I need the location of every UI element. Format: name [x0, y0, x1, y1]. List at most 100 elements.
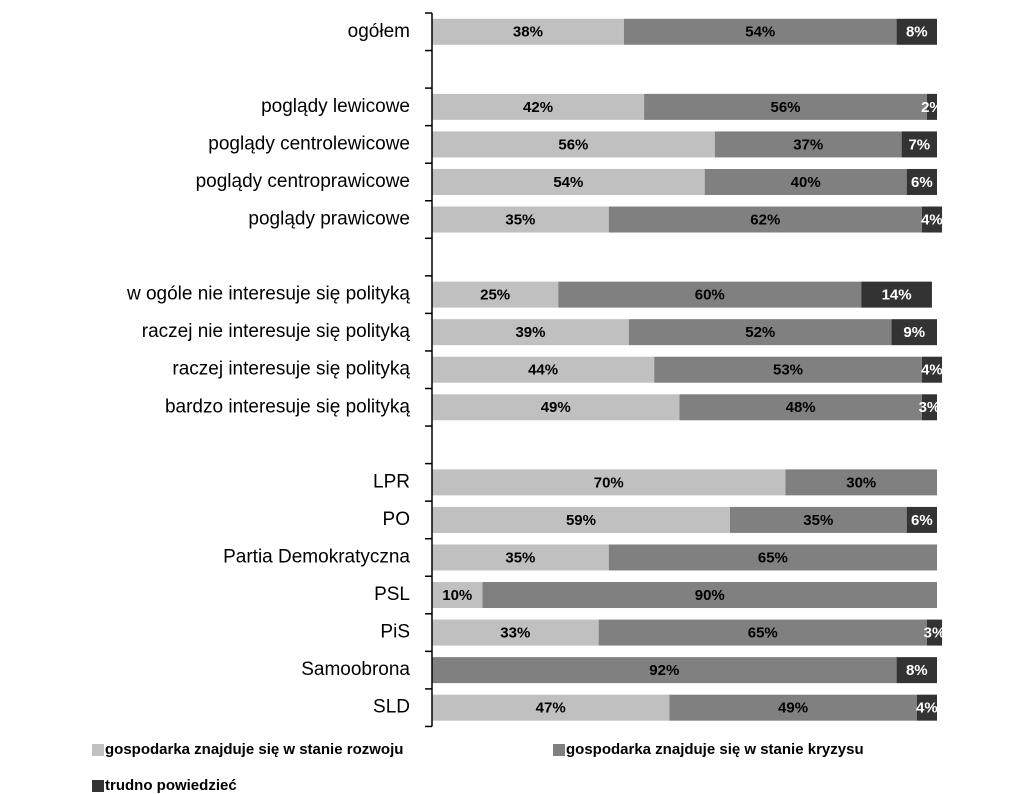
- bar-segment: [901, 131, 937, 158]
- data-label: 37%: [793, 136, 823, 153]
- data-label: 2%: [921, 99, 943, 116]
- y-tick-label: SLD: [373, 697, 410, 718]
- data-label: 7%: [908, 136, 930, 153]
- data-label: 70%: [594, 474, 624, 491]
- data-label: 39%: [515, 324, 545, 341]
- bar-segment: [906, 168, 937, 195]
- data-label: 92%: [649, 662, 679, 679]
- bar-segment: [432, 281, 559, 308]
- data-label: 56%: [558, 136, 588, 153]
- legend-label: trudno powiedzieć: [105, 777, 237, 794]
- y-tick-label: PO: [383, 509, 410, 530]
- bar-segment: [432, 394, 680, 421]
- data-label: 8%: [906, 24, 928, 41]
- data-label: 48%: [786, 399, 816, 416]
- data-label: 35%: [505, 549, 535, 566]
- legend-swatch: [92, 780, 104, 792]
- bar-segment: [896, 18, 937, 45]
- data-label: 56%: [770, 99, 800, 116]
- bar-segment: [679, 394, 922, 421]
- data-label: 42%: [523, 99, 553, 116]
- bar-segment: [598, 619, 927, 646]
- data-label: 3%: [919, 399, 941, 416]
- legend-swatch: [553, 744, 565, 756]
- bar-segment: [432, 694, 670, 721]
- bar-segment: [608, 544, 937, 571]
- bar-segment: [432, 168, 705, 195]
- y-tick-label: LPR: [373, 471, 410, 492]
- bar-segment: [861, 281, 932, 308]
- bar-segment: [926, 93, 937, 120]
- data-label: 8%: [906, 662, 928, 679]
- bar-segment: [891, 319, 937, 346]
- data-label: 40%: [791, 174, 821, 191]
- data-label: 6%: [911, 174, 933, 191]
- bar-segment: [432, 206, 609, 233]
- data-label: 3%: [924, 625, 946, 642]
- data-label: 52%: [745, 324, 775, 341]
- bar-segment: [896, 657, 937, 684]
- y-tick-label: Samoobrona: [301, 659, 410, 680]
- bar-segment: [432, 319, 629, 346]
- bar-segment: [432, 619, 599, 646]
- bar-segment: [482, 582, 937, 609]
- bar-segment: [432, 18, 624, 45]
- data-label: 35%: [803, 512, 833, 529]
- data-label: 62%: [750, 211, 780, 228]
- bar-segment: [558, 281, 862, 308]
- data-label: 59%: [566, 512, 596, 529]
- bar-segment: [628, 319, 892, 346]
- legend-swatch: [92, 744, 104, 756]
- data-label: 54%: [553, 174, 583, 191]
- y-tick-label: PSL: [374, 584, 410, 605]
- y-tick-label: PiS: [380, 622, 410, 643]
- y-tick-label: w ogóle nie interesuje się polityką: [126, 284, 410, 305]
- y-tick-label: Partia Demokratyczna: [223, 546, 410, 567]
- data-label: 65%: [748, 625, 778, 642]
- data-label: 49%: [541, 399, 571, 416]
- data-label: 33%: [500, 625, 530, 642]
- bar-segment: [432, 356, 655, 383]
- data-label: 47%: [536, 700, 566, 717]
- bar-segment: [432, 131, 715, 158]
- bar-segment: [714, 131, 902, 158]
- data-label: 25%: [480, 287, 510, 304]
- bar-segment: [921, 356, 943, 383]
- data-label: 4%: [916, 700, 938, 717]
- bar-segment: [669, 694, 917, 721]
- bar-segment: [785, 469, 937, 496]
- data-label: 60%: [695, 287, 725, 304]
- bar-segment: [921, 206, 943, 233]
- data-label: 9%: [903, 324, 925, 341]
- y-tick-label: raczej nie interesuje się polityką: [142, 321, 411, 342]
- bar-segment: [432, 657, 897, 684]
- data-label: 49%: [778, 700, 808, 717]
- bar-segment: [623, 18, 897, 45]
- bar-segment: [432, 506, 730, 533]
- data-label: 44%: [528, 362, 558, 379]
- y-tick-label: ogółem: [348, 21, 410, 42]
- data-label: 14%: [882, 287, 912, 304]
- data-label: 90%: [695, 587, 725, 604]
- data-label: 30%: [846, 474, 876, 491]
- y-tick-label: poglądy centroprawicowe: [196, 171, 410, 192]
- y-tick-label: poglądy prawicowe: [248, 209, 410, 230]
- bar-segment: [608, 206, 922, 233]
- data-label: 4%: [921, 362, 943, 379]
- legend-label: gospodarka znajduje się w stanie rozwoju: [105, 741, 403, 758]
- bar-segment: [432, 93, 645, 120]
- bar-segment: [654, 356, 922, 383]
- bar-segment: [432, 544, 609, 571]
- bar-segment: [906, 506, 937, 533]
- y-tick-label: bardzo interesuje się polityką: [165, 396, 410, 417]
- y-tick-label: poglądy lewicowe: [261, 96, 410, 117]
- bar-segment: [916, 694, 937, 721]
- data-label: 65%: [758, 549, 788, 566]
- data-label: 6%: [911, 512, 933, 529]
- bar-segment: [432, 469, 786, 496]
- y-tick-label: raczej interesuje się polityką: [172, 359, 410, 380]
- bar-segment: [926, 619, 943, 646]
- data-label: 53%: [773, 362, 803, 379]
- bar-segment: [921, 394, 937, 421]
